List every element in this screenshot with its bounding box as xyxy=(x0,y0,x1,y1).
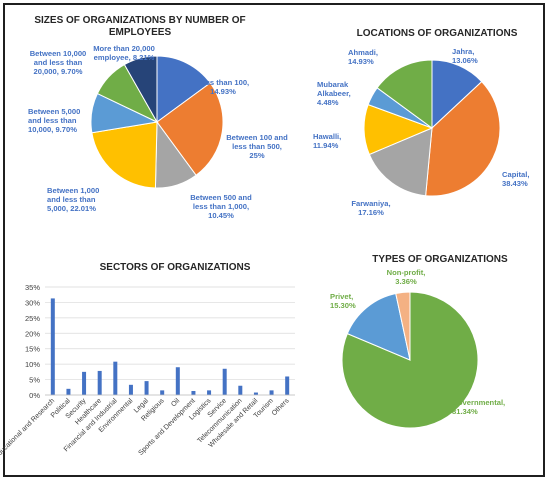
chart1-label-0: Less than 100, 14.93% xyxy=(196,78,250,96)
chart1-label-5: Between 10,000 and less than 20,000, 9.7… xyxy=(29,49,87,76)
chart3-title: SECTORS OF ORGANIZATIONS xyxy=(99,262,251,273)
chart4-label-0: Governmental, 81.34% xyxy=(452,398,506,416)
chart2-label-4: Mubarak Alkabeer, 4.48% xyxy=(317,80,351,107)
chart2-label-3: Hawalli, 11.94% xyxy=(313,132,342,150)
chart2-label-0: Jahra, 13.06% xyxy=(452,47,478,65)
chart4-title: TYPES OF ORGANIZATIONS xyxy=(372,254,508,265)
chart2-label-1: Capital, 38.43% xyxy=(502,170,530,188)
chart1-label-2: Between 500 and less than 1,000, 10.45% xyxy=(190,193,252,220)
chart1-label-6: More than 20,000 employee, 8.21% xyxy=(93,44,155,62)
chart1-label-4: Between 5,000 and less than 10,000, 9.70… xyxy=(28,107,81,134)
chart4-label-1: Privet, 15.30% xyxy=(330,292,356,310)
figure-frame xyxy=(3,3,545,477)
chart4-label-2: Non-profit, 3.36% xyxy=(386,268,426,286)
chart2-label-2: Farwaniya, 17.16% xyxy=(351,199,391,217)
chart2-title: LOCATIONS OF ORGANIZATIONS xyxy=(356,28,518,39)
chart1-label-1: Between 100 and less than 500, 25% xyxy=(226,133,288,160)
chart2-label-5: Ahmadi, 14.93% xyxy=(348,48,378,66)
chart1-title: SIZES OF ORGANIZATIONS BY NUMBER OF EMPL… xyxy=(34,15,246,38)
chart1-label-3: Between 1,000 and less than 5,000, 22.01… xyxy=(47,186,100,213)
